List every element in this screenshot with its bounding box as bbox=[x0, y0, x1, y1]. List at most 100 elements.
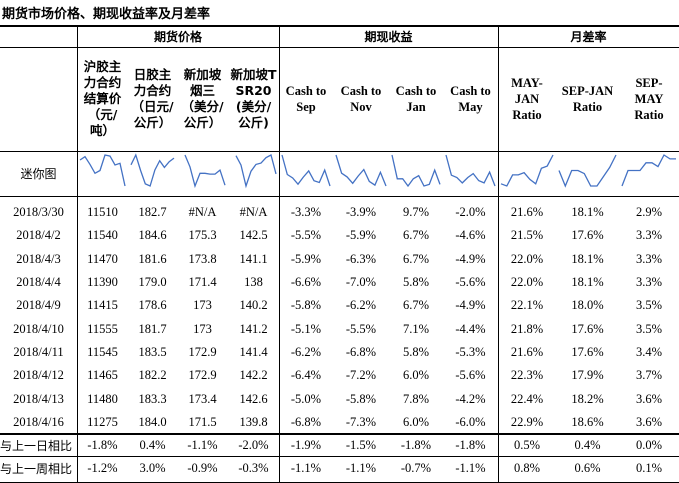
table-rule bbox=[0, 151, 679, 152]
compare-cell: -1.8% bbox=[87, 438, 118, 452]
table-cell: 3.5% bbox=[635, 298, 663, 313]
table-cell: 22.0% bbox=[510, 275, 544, 290]
table-cell: 11275 bbox=[87, 414, 118, 429]
table-cell: -6.8% bbox=[345, 344, 377, 359]
table-cell: -2.0% bbox=[455, 205, 486, 220]
compare-cell: 0.5% bbox=[513, 438, 541, 452]
table-cell: 5.8% bbox=[402, 275, 430, 290]
table-cell: -3.9% bbox=[345, 205, 377, 220]
compare-cell: -1.1% bbox=[290, 461, 322, 475]
row-date: 2018/4/2 bbox=[16, 228, 61, 243]
table-cell: -6.6% bbox=[290, 275, 322, 290]
table-cell: -4.9% bbox=[455, 251, 486, 266]
column-header: MAY-JAN Ratio bbox=[511, 76, 543, 122]
page-title: 期货市场价格、期现收益率及月差率 bbox=[2, 7, 211, 22]
table-cell: 6.7% bbox=[402, 228, 430, 243]
table-cell: 18.1% bbox=[571, 251, 604, 266]
table-cell: 7.1% bbox=[402, 321, 430, 336]
table-cell: 6.0% bbox=[402, 368, 430, 383]
table-cell: 5.8% bbox=[402, 344, 430, 359]
table-cell: 138 bbox=[244, 275, 263, 290]
table-cell: 7.8% bbox=[402, 391, 430, 406]
column-header: Cash to May bbox=[450, 84, 491, 114]
table-rule bbox=[0, 433, 679, 435]
compare-cell: -1.1% bbox=[345, 461, 377, 475]
table-cell: 184.6 bbox=[138, 228, 167, 243]
row-date: 2018/4/4 bbox=[16, 275, 61, 290]
table-cell: 11540 bbox=[87, 228, 118, 243]
table-cell: 171.5 bbox=[188, 414, 217, 429]
compare-cell: -1.9% bbox=[290, 438, 322, 452]
compare-cell: 0.8% bbox=[513, 461, 541, 475]
table-cell: 3.7% bbox=[635, 368, 663, 383]
row-date: 2018/3/30 bbox=[13, 205, 64, 220]
table-cell: 21.6% bbox=[510, 205, 544, 220]
table-cell: 3.5% bbox=[635, 321, 663, 336]
table-cell: -4.4% bbox=[455, 321, 486, 336]
row-date: 2018/4/10 bbox=[13, 321, 64, 336]
compare-cell: -2.0% bbox=[238, 438, 269, 452]
table-cell: 11545 bbox=[87, 344, 118, 359]
compare-cell: 0.4% bbox=[574, 438, 601, 452]
table-cell: 179.0 bbox=[138, 275, 167, 290]
table-cell: 22.0% bbox=[510, 251, 544, 266]
column-header: Cash to Nov bbox=[340, 84, 382, 114]
table-cell: 22.3% bbox=[510, 368, 544, 383]
table-cell: 181.7 bbox=[138, 321, 167, 336]
compare-cell: -1.1% bbox=[455, 461, 486, 475]
table-cell: 18.1% bbox=[571, 275, 604, 290]
table-cell: 21.5% bbox=[510, 228, 544, 243]
table-cell: -5.6% bbox=[455, 368, 486, 383]
group-header-month-spread: 月差率 bbox=[570, 29, 607, 44]
table-cell: -3.3% bbox=[290, 205, 322, 220]
table-cell: -6.4% bbox=[290, 368, 322, 383]
table-cell: 173.8 bbox=[188, 251, 217, 266]
table-cell: 140.2 bbox=[239, 298, 268, 313]
row-date: 2018/4/11 bbox=[13, 344, 64, 359]
table-cell: #N/A bbox=[239, 205, 268, 220]
column-header: Cash to Jan bbox=[395, 84, 437, 114]
sparkline-row-label: 迷你图 bbox=[20, 167, 57, 181]
sparkline-path bbox=[235, 154, 277, 189]
row-date: 2018/4/3 bbox=[16, 251, 61, 266]
group-header-basis-return: 期现收益 bbox=[364, 29, 413, 44]
table-cell: 18.1% bbox=[571, 205, 604, 220]
column-divider bbox=[77, 25, 78, 483]
table-cell: 3.3% bbox=[635, 275, 663, 290]
sparkline-path bbox=[184, 154, 226, 189]
compare-row-label: 与上一周相比 bbox=[0, 462, 73, 476]
table-cell: 175.3 bbox=[188, 228, 217, 243]
table-cell: -6.8% bbox=[290, 414, 322, 429]
table-cell: -6.0% bbox=[455, 414, 486, 429]
table-cell: 141.4 bbox=[239, 344, 268, 359]
table-cell: -5.8% bbox=[290, 298, 322, 313]
table-cell: 182.7 bbox=[138, 205, 167, 220]
table-cell: 11465 bbox=[87, 368, 118, 383]
table-cell: 6.7% bbox=[402, 298, 430, 313]
compare-cell: -0.7% bbox=[400, 461, 432, 475]
table-cell: 17.6% bbox=[571, 228, 604, 243]
table-cell: 11390 bbox=[87, 275, 118, 290]
table-cell: 18.0% bbox=[571, 298, 604, 313]
table-cell: 2.9% bbox=[635, 205, 663, 220]
compare-cell: 0.1% bbox=[635, 461, 663, 475]
table-cell: 17.9% bbox=[571, 368, 604, 383]
compare-row-label: 与上一日相比 bbox=[0, 439, 73, 453]
table-cell: 183.3 bbox=[138, 391, 167, 406]
table-cell: 3.4% bbox=[635, 344, 663, 359]
table-cell: -7.3% bbox=[345, 414, 377, 429]
compare-cell: -0.3% bbox=[238, 461, 269, 475]
table-cell: 18.2% bbox=[571, 391, 604, 406]
table-cell: -4.2% bbox=[455, 391, 486, 406]
table-cell: 3.3% bbox=[635, 251, 663, 266]
table-cell: 22.4% bbox=[510, 391, 544, 406]
column-header: 沪胶主力合约结算价（元/吨） bbox=[83, 59, 122, 138]
group-header-futures-price: 期货价格 bbox=[153, 29, 202, 44]
table-cell: -5.5% bbox=[345, 321, 377, 336]
column-header: 日胶主力合约（日元/公斤） bbox=[131, 67, 174, 130]
sparkline-path bbox=[335, 154, 387, 187]
table-cell: -5.6% bbox=[455, 275, 486, 290]
row-date: 2018/4/13 bbox=[13, 391, 64, 406]
table-rule bbox=[0, 456, 679, 457]
table-cell: 183.5 bbox=[138, 344, 167, 359]
